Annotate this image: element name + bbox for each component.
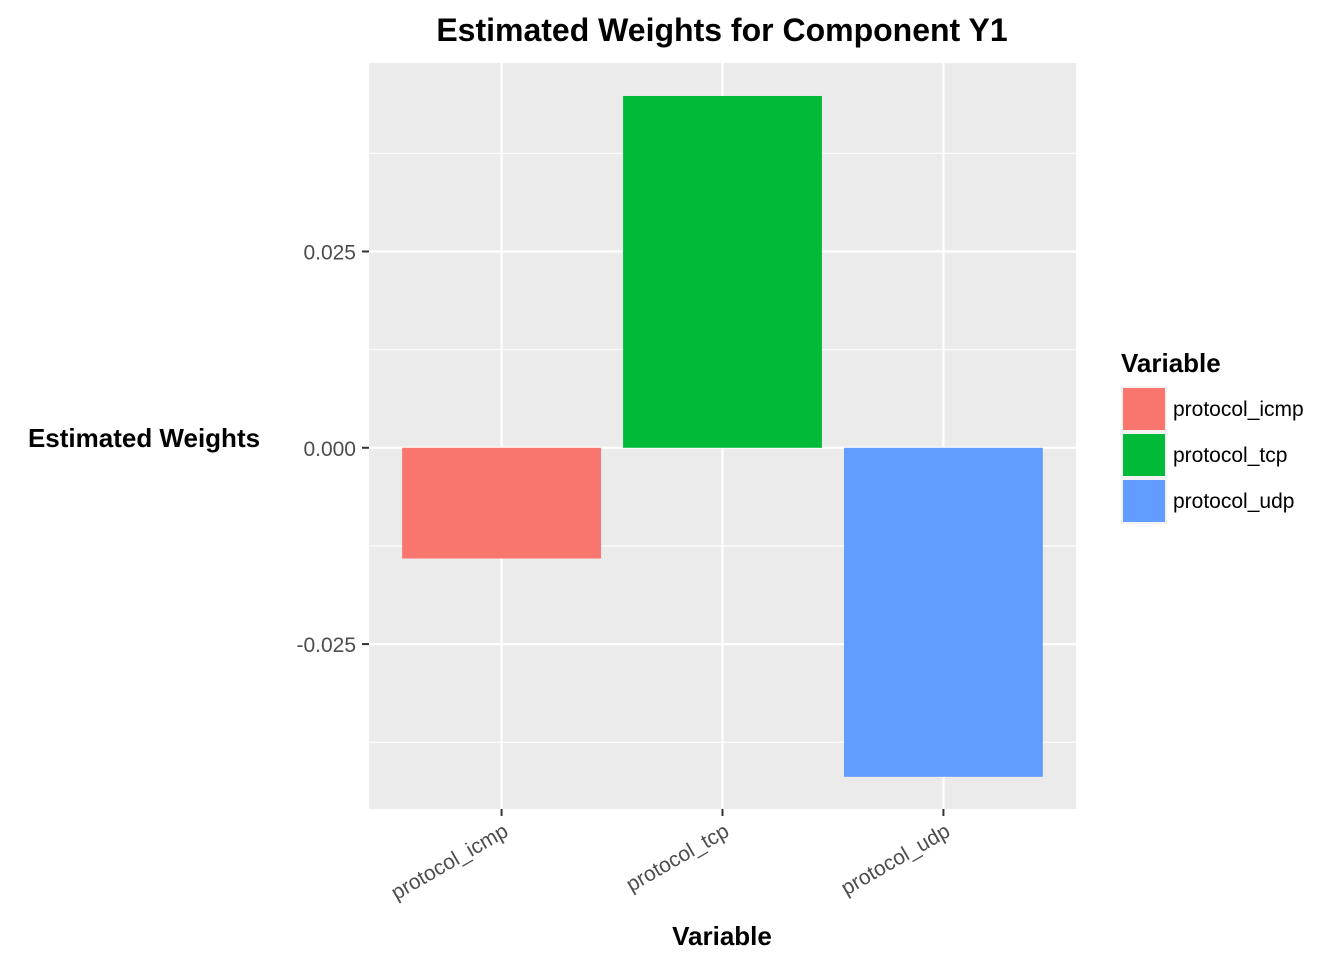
legend-title: Variable <box>1121 348 1221 378</box>
x-tick-label: protocol_tcp <box>622 819 733 896</box>
y-axis: -0.025 0.000 0.025 <box>296 241 369 657</box>
legend: Variable protocol_icmp protocol_tcpprotoc… <box>1121 348 1304 524</box>
legend-swatch-protocol-icmp <box>1123 388 1165 430</box>
y-axis-title: Estimated Weights <box>28 423 260 453</box>
legend-swatch-protocol-tcp <box>1123 434 1165 476</box>
bar-protocol-udp <box>844 447 1043 777</box>
bar-protocol-icmp <box>402 447 601 559</box>
x-tick-label: protocol_icmp <box>387 819 512 904</box>
legend-label: protocol_tcp <box>1173 444 1287 467</box>
y-tick-label: -0.025 <box>296 634 356 657</box>
x-axis: protocol_icmp protocol_tcp protocol_udp <box>387 809 954 905</box>
bar-protocol-tcp <box>623 95 822 448</box>
legend-label: protocol_icmp <box>1173 398 1304 421</box>
y-tick-label: 0.025 <box>303 241 356 264</box>
legend-swatch-protocol-udp <box>1123 480 1165 522</box>
bars <box>402 95 1043 777</box>
chart-title: Estimated Weights for Component Y1 <box>436 12 1007 48</box>
legend-label: protocol_udp <box>1173 490 1294 513</box>
x-tick-label: protocol_udp <box>837 819 954 900</box>
y-tick-label: 0.000 <box>303 438 356 461</box>
x-axis-title: Variable <box>672 921 772 951</box>
